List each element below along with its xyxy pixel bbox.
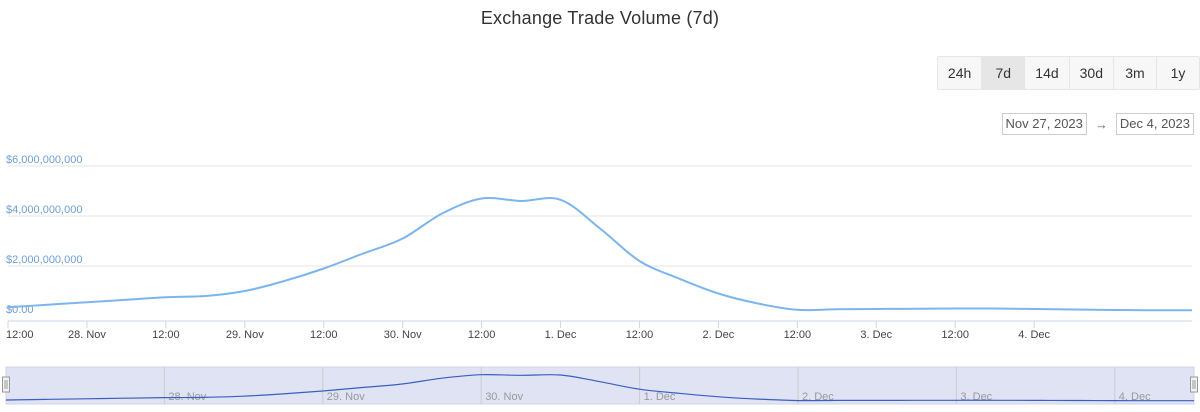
y-tick-label: $6,000,000,000 bbox=[6, 154, 82, 166]
x-tick-label: 4. Dec bbox=[1018, 329, 1050, 341]
range-button-7d[interactable]: 7d bbox=[981, 57, 1025, 89]
navigator-label: 3. Dec bbox=[960, 391, 992, 403]
date-to-input[interactable]: Dec 4, 2023 bbox=[1115, 113, 1194, 135]
navigator-series-line bbox=[5, 374, 1194, 402]
x-tick-label: 12:00 bbox=[6, 329, 34, 341]
navigator-label: 30. Nov bbox=[485, 391, 523, 403]
x-tick-label: 29. Nov bbox=[226, 329, 264, 341]
range-button-14d[interactable]: 14d bbox=[1024, 57, 1068, 89]
x-tick-label: 12:00 bbox=[310, 329, 338, 341]
x-tick-label: 12:00 bbox=[784, 329, 812, 341]
chart-title: Exchange Trade Volume (7d) bbox=[480, 8, 720, 28]
range-button-30d[interactable]: 30d bbox=[1068, 57, 1113, 89]
range-button-3m[interactable]: 3m bbox=[1113, 57, 1156, 89]
x-tick-label: 12:00 bbox=[468, 329, 496, 341]
x-tick-label: 30. Nov bbox=[384, 329, 422, 341]
x-tick-label: 3. Dec bbox=[860, 329, 892, 341]
navigator-label: 1. Dec bbox=[644, 391, 676, 403]
series-line bbox=[7, 196, 1192, 312]
x-tick-label: 12:00 bbox=[152, 329, 180, 341]
range-selector: 24h 7d 14d 30d 3m 1y bbox=[936, 56, 1200, 90]
navigator-left-handle[interactable] bbox=[2, 376, 10, 393]
x-tick-label: 12:00 bbox=[941, 329, 969, 341]
range-button-1y[interactable]: 1y bbox=[1156, 57, 1199, 89]
x-tick-label: 12:00 bbox=[626, 329, 654, 341]
date-range-picker: Nov 27, 2023 → Dec 4, 2023 bbox=[1001, 113, 1194, 135]
handle-body bbox=[1190, 376, 1198, 393]
navigator-label: 29. Nov bbox=[327, 391, 365, 403]
navigator-right-handle[interactable] bbox=[1190, 376, 1198, 393]
y-tick-label: $2,000,000,000 bbox=[6, 254, 82, 266]
date-from-input[interactable]: Nov 27, 2023 bbox=[1001, 113, 1087, 135]
handle-body bbox=[2, 376, 10, 393]
x-tick-label: 1. Dec bbox=[545, 329, 577, 341]
y-tick-label: $4,000,000,000 bbox=[6, 204, 82, 216]
navigator-label: 4. Dec bbox=[1119, 391, 1151, 403]
x-tick-label: 2. Dec bbox=[703, 329, 735, 341]
range-button-24h[interactable]: 24h bbox=[947, 65, 972, 81]
arrow-icon: → bbox=[1094, 116, 1108, 132]
x-tick-label: 28. Nov bbox=[68, 329, 106, 341]
